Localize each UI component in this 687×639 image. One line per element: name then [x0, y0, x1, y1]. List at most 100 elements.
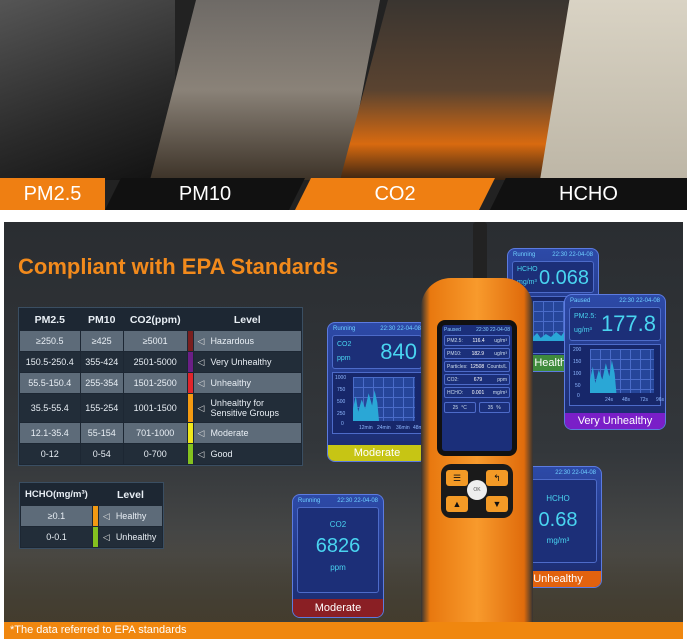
cell: 12.1-35.4	[20, 423, 80, 443]
y-tick: 100	[573, 371, 582, 377]
level-label: Unhealthy	[115, 531, 157, 542]
unit: ppm	[337, 355, 351, 362]
humidity: 35	[487, 404, 494, 411]
page-title: Compliant with EPA Standards	[18, 254, 339, 279]
level-color	[92, 527, 98, 547]
value: 177.8	[600, 311, 656, 336]
level-label: Good	[210, 448, 233, 459]
menu-icon: ☰	[452, 473, 462, 483]
y-tick: 150	[573, 359, 582, 365]
y-tick: 0	[577, 393, 580, 399]
level-label: Hazardous	[210, 335, 254, 346]
param: HCHO	[546, 494, 570, 503]
cell: 2501-5000	[123, 352, 187, 372]
reading-row: HCHO: 0.001 mg/m³	[444, 387, 510, 398]
timestamp: 22:30 22-04-08	[552, 252, 593, 258]
level-color	[187, 423, 193, 443]
timestamp: 22:30 22-04-08	[337, 498, 378, 504]
y-tick: 1000	[335, 375, 347, 381]
col-co2: CO2(ppm)	[129, 313, 181, 326]
timestamp: 22:30 22-04-08	[555, 470, 596, 476]
cell: 55.5-150.4	[20, 373, 80, 393]
table-row: ≥0.1 ◁ Healthy	[21, 506, 162, 526]
back-icon: ↰	[493, 473, 501, 483]
cell: 0-54	[80, 444, 123, 464]
col-level: Level	[117, 488, 144, 501]
level-label: Unhealthy for Sensitive Groups	[210, 398, 279, 418]
air-quality-meter: Paused 22:30 22-04-08 PM2.5: 116.4 ug/m³ PM…	[421, 278, 533, 639]
col-pm10: PM10	[87, 313, 116, 326]
co2-reading-card: Running 22:30 22-04-08 CO2 ppm 840 1000 750 5…	[327, 322, 427, 462]
sensor-antenna	[473, 222, 487, 282]
param: CO2	[337, 341, 352, 348]
x-tick: 24min	[377, 425, 391, 431]
epa-panel: Compliant with EPA Standards PM2.5 PM10 CO…	[4, 222, 683, 639]
co2-large-card: Running 22:30 22-04-08 CO2 6826 ppm Moderat…	[292, 494, 384, 618]
triangle-icon: ◁	[197, 356, 205, 367]
value: 0.68	[538, 509, 578, 531]
cell: ≥250.5	[20, 331, 80, 351]
status: Running	[333, 326, 356, 332]
up-arrow-icon: ▲	[452, 499, 462, 509]
temperature: 25	[452, 404, 459, 411]
table-row: 0-12 0-54 0-700 ◁ Good	[20, 444, 301, 464]
y-tick: 250	[337, 411, 346, 417]
level-badge: Moderate	[328, 445, 426, 461]
label-pm10: PM10	[105, 178, 305, 210]
ok-power-button[interactable]: OK	[467, 480, 487, 500]
table-row: 0-0.1 ◁ Unhealthy	[21, 527, 162, 547]
y-tick: 50	[575, 383, 581, 389]
col-level: Level	[233, 313, 261, 326]
triangle-icon: ◁	[197, 377, 205, 388]
col-pm25: PM2.5	[34, 313, 65, 326]
x-tick: 48s	[622, 397, 631, 403]
photo-traffic	[0, 0, 175, 180]
level-badge: Unhealthy	[515, 571, 601, 587]
cell: 1501-2500	[123, 373, 187, 393]
photo-fire	[340, 0, 580, 180]
table-row: 55.5-150.4 255-354 1501-2500 ◁ Unhealthy	[20, 373, 301, 393]
down-play-button[interactable]: ▼	[486, 496, 508, 512]
cell: 55-154	[80, 423, 123, 443]
y-tick: 500	[337, 399, 346, 405]
table-row: 150.5-250.4 355-424 2501-5000 ◁ Very Unhealt…	[20, 352, 301, 372]
trend-graph: 1000 750 500 250 0 12min 24min 36min 48min	[332, 372, 426, 434]
menu-button[interactable]: ☰	[446, 470, 468, 486]
col-hcho: HCHO(mg/m³)	[25, 489, 88, 500]
level-color	[187, 373, 193, 393]
level-color	[187, 352, 193, 372]
x-tick: 72s	[640, 397, 649, 403]
label-pm25: PM2.5	[0, 178, 105, 210]
aqi-table: PM2.5 PM10 CO2(ppm) Level ≥250.5 ≥425 ≥5001 ◁ H…	[18, 307, 303, 466]
status: Running	[298, 498, 321, 504]
keypad: ☰ ↰ ▲ ▼ OK	[441, 464, 513, 518]
back-button[interactable]: ↰	[486, 470, 508, 486]
param: CO2	[329, 520, 347, 529]
label-hcho: HCHO	[490, 178, 687, 210]
x-tick: 48min	[413, 425, 427, 431]
cell: 0-700	[123, 444, 187, 464]
play-pause-icon: ▼	[492, 499, 502, 509]
timestamp: 22:30 22-04-08	[380, 326, 421, 332]
footnote: *The data referred to EPA standards	[4, 622, 683, 639]
triangle-icon: ◁	[197, 335, 205, 346]
pm25-reading-card: Paused 22:30 22-04-08 PM2.5: ug/m³ 177.8 20…	[564, 294, 666, 430]
level-badge: Very Unhealthy	[565, 413, 665, 429]
hcho-table: HCHO(mg/m³) Level ≥0.1 ◁ Healthy 0-0.1 ◁ Unhe…	[19, 482, 164, 549]
reading-row: PM2.5: 116.4 ug/m³	[444, 335, 510, 346]
x-tick: 24s	[605, 397, 614, 403]
cell: ≥5001	[123, 331, 187, 351]
status: Paused	[444, 327, 461, 333]
x-tick: 96s	[656, 397, 665, 403]
y-tick: 750	[337, 387, 346, 393]
cell: ≥425	[80, 331, 123, 351]
up-button[interactable]: ▲	[446, 496, 468, 512]
reading-row: PM10: 182.9 ug/m³	[444, 348, 510, 359]
y-tick: 200	[573, 347, 582, 353]
triangle-icon: ◁	[102, 510, 110, 521]
level-color	[187, 331, 193, 351]
level-label: Unhealthy	[210, 377, 251, 388]
unit: ug/m³	[574, 327, 592, 334]
cell: 255-354	[80, 373, 123, 393]
cell: 1001-1500	[123, 394, 187, 422]
